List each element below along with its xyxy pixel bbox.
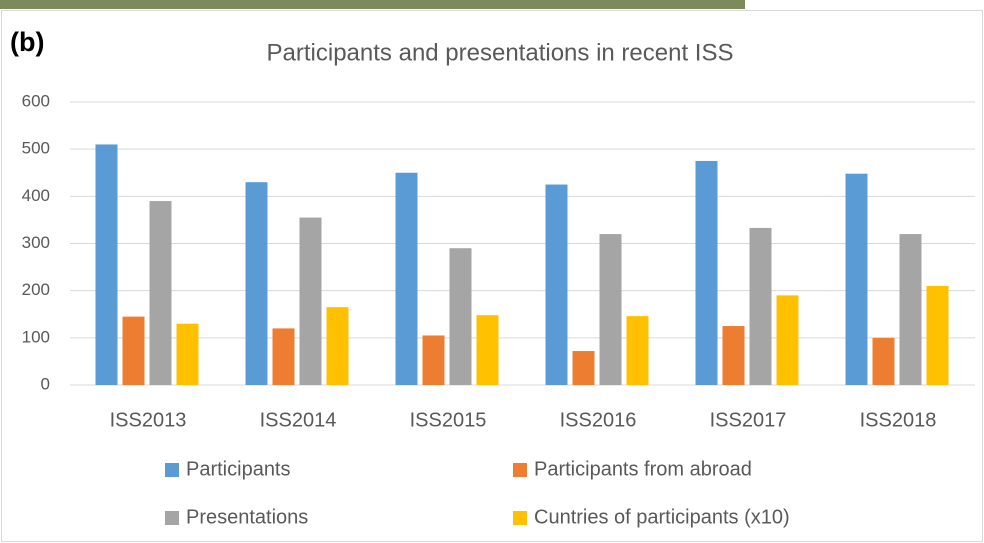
bar — [696, 161, 718, 385]
bar — [846, 174, 868, 385]
bar — [123, 317, 145, 385]
bar — [927, 286, 949, 385]
legend-label: Participants — [186, 458, 291, 480]
bar — [423, 335, 445, 385]
bar — [546, 185, 568, 385]
legend-label: Cuntries of participants (x10) — [534, 506, 790, 528]
bar — [246, 182, 268, 385]
bar — [750, 228, 772, 385]
y-tick-label: 300 — [22, 233, 50, 252]
y-tick-label: 600 — [22, 91, 50, 110]
bar — [600, 234, 622, 385]
legend-label: Participants from abroad — [534, 458, 752, 480]
bar — [777, 295, 799, 385]
bar — [273, 328, 295, 385]
x-tick-label: ISS2017 — [710, 409, 787, 431]
legend-swatch — [165, 463, 179, 477]
bar — [96, 144, 118, 385]
legend-label: Presentations — [186, 506, 308, 528]
panel-label: (b) — [10, 27, 44, 57]
chart: (b) Participants and presentations in re… — [0, 0, 984, 543]
bar — [450, 248, 472, 385]
y-tick-label: 0 — [41, 374, 50, 393]
bar — [873, 338, 895, 385]
chart-title: Participants and presentations in recent… — [267, 39, 734, 66]
photo-edge — [0, 0, 745, 9]
legend-swatch — [513, 463, 527, 477]
x-tick-label: ISS2016 — [560, 409, 637, 431]
y-tick-label: 500 — [22, 139, 50, 158]
bar — [627, 316, 649, 385]
y-tick-label: 100 — [22, 327, 50, 346]
bar — [396, 173, 418, 385]
page: {"chart_data": {"type": "bar", "panel_la… — [0, 0, 984, 543]
x-tick-label: ISS2013 — [110, 409, 187, 431]
legend-swatch — [513, 511, 527, 525]
bar — [300, 218, 322, 385]
bar — [150, 201, 172, 385]
chart-frame — [2, 11, 983, 542]
bar — [327, 307, 349, 385]
bar — [177, 324, 199, 385]
x-tick-label: ISS2015 — [410, 409, 487, 431]
bar — [573, 351, 595, 385]
y-tick-label: 400 — [22, 186, 50, 205]
bar — [900, 234, 922, 385]
y-tick-label: 200 — [22, 280, 50, 299]
bar — [723, 326, 745, 385]
bar — [477, 315, 499, 385]
x-tick-label: ISS2018 — [860, 409, 937, 431]
x-tick-label: ISS2014 — [260, 409, 337, 431]
legend-swatch — [165, 511, 179, 525]
